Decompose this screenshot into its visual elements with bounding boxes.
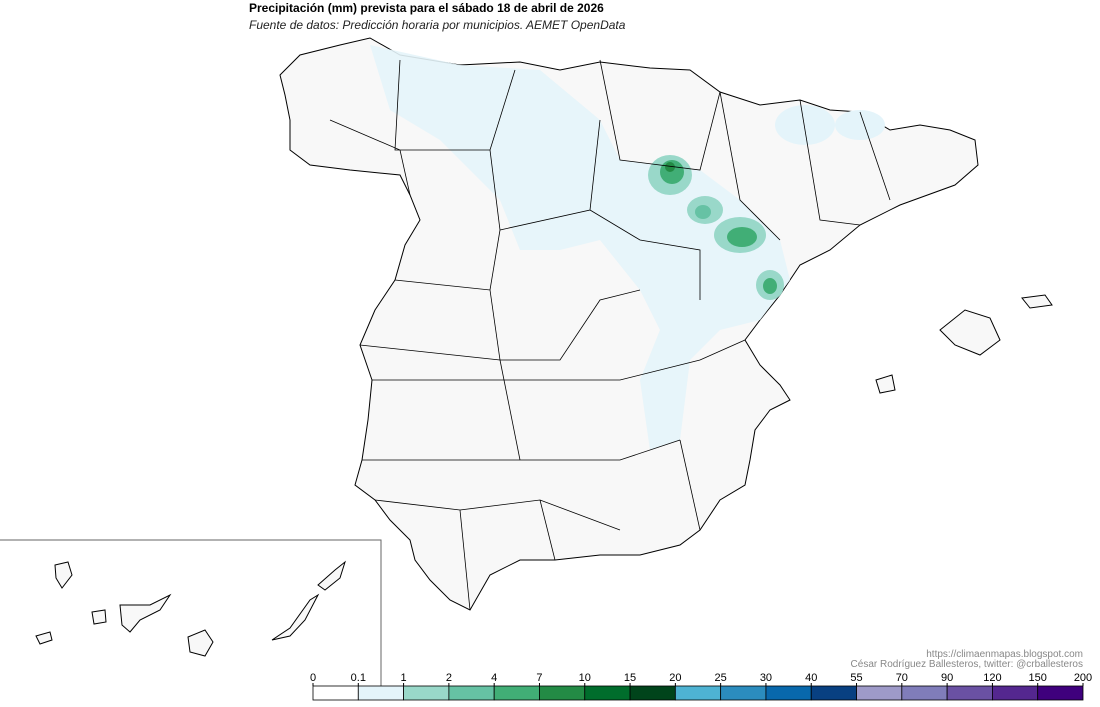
legend-swatch xyxy=(810,685,857,701)
legend-swatch xyxy=(992,685,1039,701)
legend-tick-label: 1 xyxy=(401,672,407,684)
legend-tick-label: 30 xyxy=(760,672,772,684)
menorca xyxy=(1021,294,1053,309)
legend-tick-label: 90 xyxy=(941,672,953,684)
mainland xyxy=(279,37,979,611)
legend-tick-label: 70 xyxy=(896,672,908,684)
legend-tick-label: 0.1 xyxy=(351,672,366,684)
legend-swatch xyxy=(765,685,812,701)
canary-inset xyxy=(0,539,382,700)
island xyxy=(271,593,320,641)
legend-swatch xyxy=(539,685,586,701)
island xyxy=(54,561,73,589)
legend-swatch xyxy=(312,685,359,701)
legend-tick-label: 4 xyxy=(491,672,497,684)
legend-swatch xyxy=(584,685,631,701)
area-green xyxy=(695,205,711,219)
legend-tick-label: 20 xyxy=(669,672,681,684)
legend-swatch xyxy=(946,685,993,701)
area-green xyxy=(763,278,777,294)
legend-swatch xyxy=(856,685,903,701)
ibiza xyxy=(875,374,896,394)
legend-tick-label: 200 xyxy=(1074,672,1092,684)
island xyxy=(91,609,107,625)
legend-swatch xyxy=(674,685,722,701)
island xyxy=(187,629,214,657)
legend-tick-label: 2 xyxy=(446,672,452,684)
subtitle: Fuente de datos: Predicción horaria por … xyxy=(249,18,626,32)
spain-map xyxy=(279,37,1053,611)
legend-tick-label: 10 xyxy=(579,672,591,684)
mallorca xyxy=(939,309,1001,356)
island xyxy=(317,560,346,591)
island xyxy=(35,631,53,645)
legend-tick-label: 7 xyxy=(536,672,542,684)
legend-tick-label: 55 xyxy=(850,672,862,684)
island xyxy=(119,593,172,633)
legend-tick-label: 0 xyxy=(310,672,316,684)
province-borders xyxy=(329,59,891,611)
credit: César Rodríguez Ballesteros, twitter: @c… xyxy=(851,659,1083,670)
title: Precipitación (mm) prevista para el sába… xyxy=(249,1,604,15)
legend-tick-label: 40 xyxy=(805,672,817,684)
legend-swatch xyxy=(720,685,767,701)
legend-tick-label: 150 xyxy=(1029,672,1047,684)
legend-swatch xyxy=(629,685,676,701)
area-green xyxy=(665,162,675,172)
area-light xyxy=(370,45,790,450)
legend-swatch xyxy=(1037,685,1084,701)
legend-swatch xyxy=(357,685,404,701)
legend-swatch xyxy=(403,685,450,701)
legend-swatch xyxy=(901,685,948,701)
area-light xyxy=(835,110,885,140)
legend: 0 0.1 1 2 4 7 10 15 20 25 30 40 55 70 90 120 150 200 xyxy=(310,672,1092,701)
legend-tick-label: 120 xyxy=(983,672,1001,684)
legend-swatch xyxy=(493,685,540,701)
inset-frame xyxy=(0,539,382,700)
area-light xyxy=(775,105,835,145)
legend-tick-label: 15 xyxy=(624,672,636,684)
legend-tick-label: 25 xyxy=(715,672,727,684)
area-green xyxy=(727,227,757,247)
credit: https://climaenmapas.blogspot.com xyxy=(926,649,1083,660)
legend-swatch xyxy=(448,685,495,701)
